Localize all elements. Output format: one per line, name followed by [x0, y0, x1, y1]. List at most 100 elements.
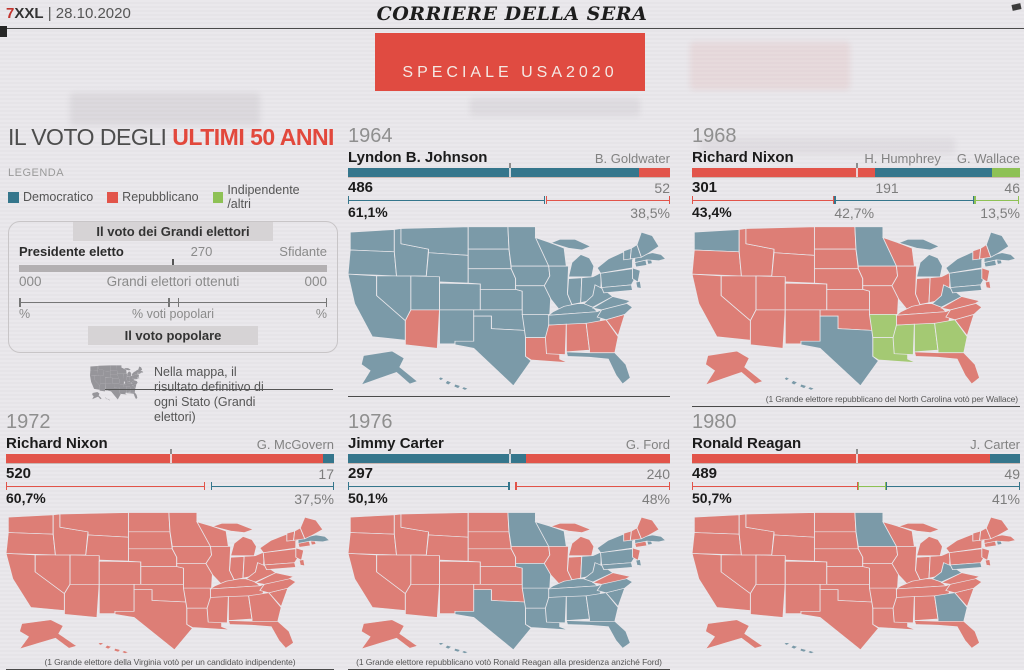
state-SC [133, 384, 137, 389]
edition-number: 7 [6, 5, 15, 22]
state-MD [949, 562, 983, 570]
pop-line-tick [546, 196, 548, 204]
state-AR [521, 314, 551, 338]
election-panel-1964: 1964 Lyndon B. Johnson B. Goldwater 486 52 61… [348, 126, 671, 397]
challenger-label: Sfidante [279, 244, 327, 259]
state-KS [479, 288, 523, 311]
state-AL [913, 595, 939, 621]
popular-vote-percentages: 50,1% 48% [348, 490, 670, 507]
state-ME [985, 516, 1010, 540]
page-title: IL VOTO DEGLI ULTIMI 50 ANNI [8, 124, 338, 151]
state-MIU [549, 238, 592, 251]
candidate-names: Lyndon B. Johnson B. Goldwater [348, 146, 670, 166]
state-CT [138, 372, 141, 374]
state-TX [454, 315, 532, 387]
ev-bar-segment [692, 454, 991, 463]
opponent-name: G. McGovern [256, 437, 334, 452]
state-WY [771, 252, 815, 284]
state-VT [136, 369, 138, 373]
election-map-1968 [692, 226, 1017, 391]
electoral-vote-bar [348, 163, 670, 178]
election-year: 1972 [6, 411, 51, 433]
state-OR [90, 370, 99, 376]
pop-line-tick [857, 482, 859, 490]
state-ND [813, 226, 857, 250]
winner-percentage: 50,7% [692, 490, 732, 506]
state-MD [132, 377, 138, 380]
state-WI [882, 521, 915, 547]
state-MI [568, 254, 595, 278]
state-WY [425, 534, 469, 562]
state-ME [985, 231, 1010, 258]
state-ME [636, 231, 660, 258]
state-OR [692, 249, 742, 277]
popular-vote-percentages: 50,7% 41% [692, 490, 1020, 507]
opponent-electoral-votes: 49 [1004, 466, 1020, 482]
state-AL [913, 322, 939, 353]
sample-popular-line [19, 298, 327, 307]
opponent-electoral-votes: 52 [654, 180, 670, 196]
pop-line-segment [692, 199, 835, 201]
state-MS [892, 323, 915, 355]
ev-bar-segment [692, 168, 876, 177]
election-year: 1980 [692, 411, 737, 433]
electoral-vote-numbers: 297 240 [348, 465, 670, 482]
state-ND [467, 226, 510, 250]
intro-column: IL VOTO DEGLI ULTIMI 50 ANNI LEGENDA Dem… [8, 124, 338, 425]
pop-line-tick [333, 482, 335, 490]
ev-270-tick [855, 163, 858, 168]
electoral-vote-numbers: 486 52 [348, 179, 670, 196]
state-DE [984, 280, 992, 289]
state-NE [110, 374, 119, 379]
state-IA [171, 546, 213, 564]
state-MA [983, 252, 1017, 263]
state-MI [230, 536, 257, 557]
map-footnote [348, 393, 670, 397]
state-AZ [749, 583, 786, 618]
state-SD [813, 531, 859, 550]
state-UT [410, 275, 440, 311]
opponent-percentage: 41% [991, 491, 1020, 507]
state-NM [105, 383, 113, 391]
state-MO [118, 378, 125, 385]
state-FL [565, 351, 631, 385]
state-CO [439, 560, 481, 585]
pop-line-segment [546, 199, 670, 201]
state-MIU [549, 523, 592, 533]
state-WY [85, 534, 129, 562]
state-CO [105, 377, 113, 384]
winner-electoral-votes: 489 [692, 465, 718, 482]
state-ND [813, 512, 857, 533]
map-footnote: (1 Grande elettore repubblicano votò Ron… [348, 656, 670, 670]
winner-percentage: 43,4% [692, 204, 732, 220]
popular-vote-percentages: 43,4% 42,7% 13,5% [692, 204, 1020, 221]
ev-270-tick [169, 449, 172, 454]
pop-line-tick [669, 482, 671, 490]
state-PA [262, 548, 300, 566]
pop-line-tick [692, 196, 694, 204]
opponent-name: B. Goldwater [594, 151, 670, 166]
electoral-vote-bar [692, 449, 1020, 464]
opponent-name: H. Humphrey [864, 151, 941, 166]
election-panel-1976: 1976 Jimmy Carter G. Ford 297 240 50,1% 48% (1 … [348, 411, 671, 670]
electoral-vote-numbers: 520 17 [6, 465, 334, 482]
state-FL [126, 392, 138, 400]
state-PA [132, 374, 139, 379]
pop-line-segment [885, 485, 1020, 487]
ev-bar-segment [323, 454, 334, 463]
popular-vote-header: Il voto popolare [88, 326, 258, 345]
ev-bar-segment [638, 168, 670, 177]
election-year: 1976 [348, 411, 393, 433]
opponent-name: G. Ford [625, 437, 670, 452]
state-OR [348, 532, 397, 556]
popular-vote-percentages: 61,1% 38,5% [348, 204, 670, 221]
state-AZ [63, 583, 100, 618]
state-AZ [749, 309, 786, 349]
how-to-read-box: Il voto dei Grandi elettori Presidente e… [8, 221, 338, 353]
state-DE [298, 559, 306, 567]
state-IA [510, 546, 551, 564]
sample-electors-bar [19, 265, 327, 272]
state-ND [467, 512, 510, 533]
state-AL [565, 322, 590, 353]
